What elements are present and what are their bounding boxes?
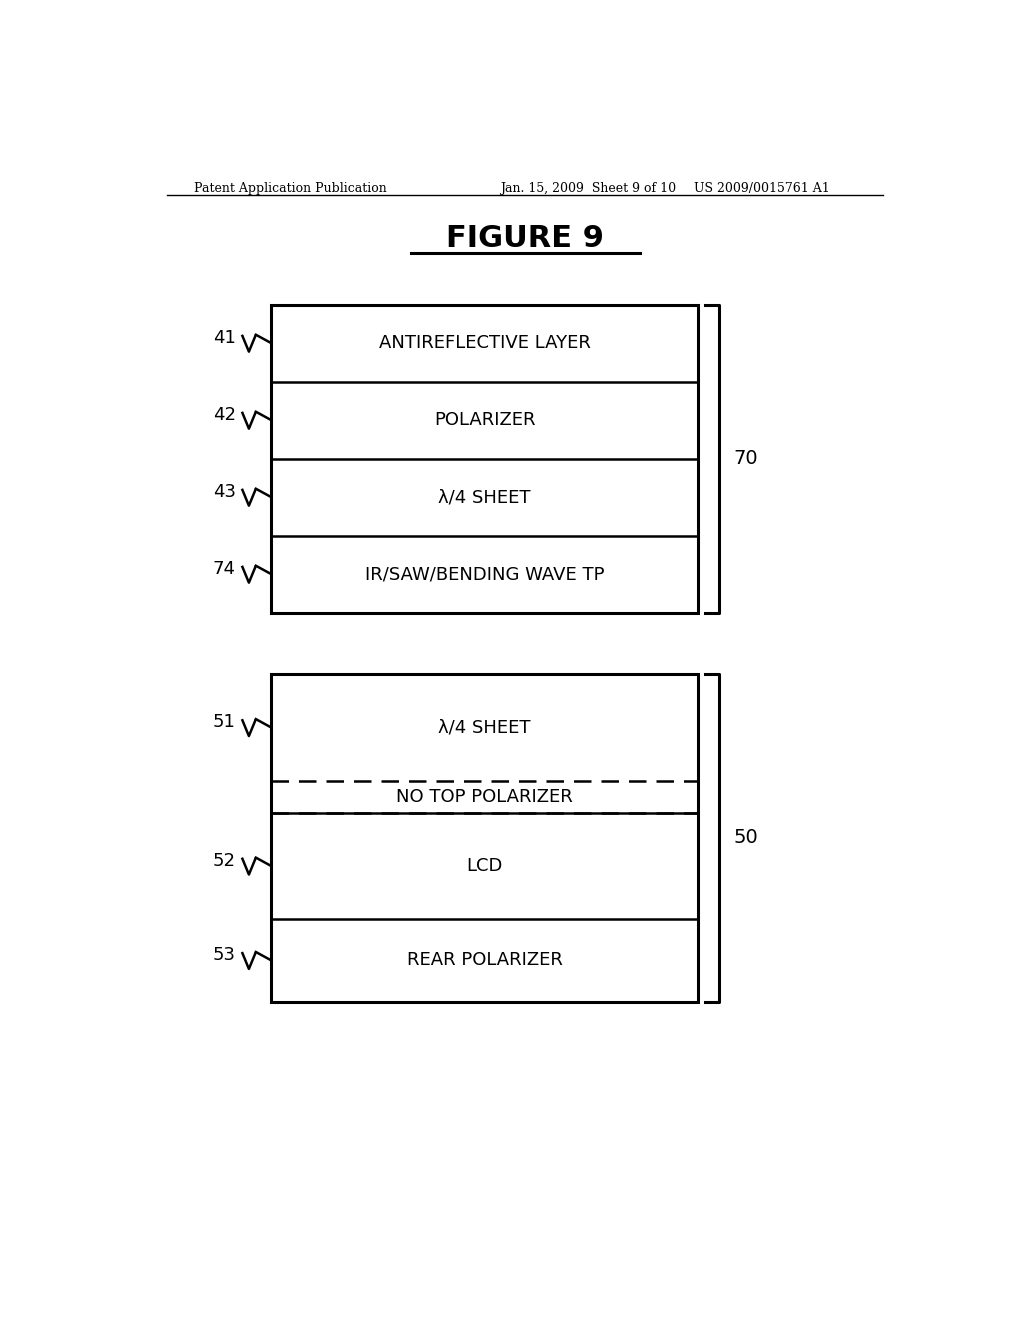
Text: US 2009/0015761 A1: US 2009/0015761 A1 [693, 182, 829, 194]
Text: 52: 52 [213, 851, 236, 870]
Text: NO TOP POLARIZER: NO TOP POLARIZER [396, 788, 572, 805]
Text: 42: 42 [213, 405, 236, 424]
Text: Patent Application Publication: Patent Application Publication [194, 182, 387, 194]
Text: FIGURE 9: FIGURE 9 [445, 224, 604, 253]
Bar [271, 675, 697, 1002]
Text: 43: 43 [213, 483, 236, 500]
Text: 50: 50 [733, 829, 758, 847]
Text: λ/4 SHEET: λ/4 SHEET [438, 488, 530, 506]
Text: 51: 51 [213, 713, 236, 731]
Text: 41: 41 [213, 329, 236, 347]
Text: LCD: LCD [466, 857, 503, 875]
Text: 74: 74 [213, 560, 236, 578]
Text: ANTIREFLECTIVE LAYER: ANTIREFLECTIVE LAYER [379, 334, 591, 352]
Text: IR/SAW/BENDING WAVE TP: IR/SAW/BENDING WAVE TP [365, 565, 604, 583]
Text: POLARIZER: POLARIZER [434, 412, 536, 429]
Text: Jan. 15, 2009  Sheet 9 of 10: Jan. 15, 2009 Sheet 9 of 10 [500, 182, 676, 194]
Text: 53: 53 [213, 946, 236, 964]
Bar [271, 305, 697, 612]
Text: λ/4 SHEET: λ/4 SHEET [438, 718, 530, 737]
Text: REAR POLARIZER: REAR POLARIZER [407, 952, 562, 969]
Text: 70: 70 [733, 449, 758, 469]
